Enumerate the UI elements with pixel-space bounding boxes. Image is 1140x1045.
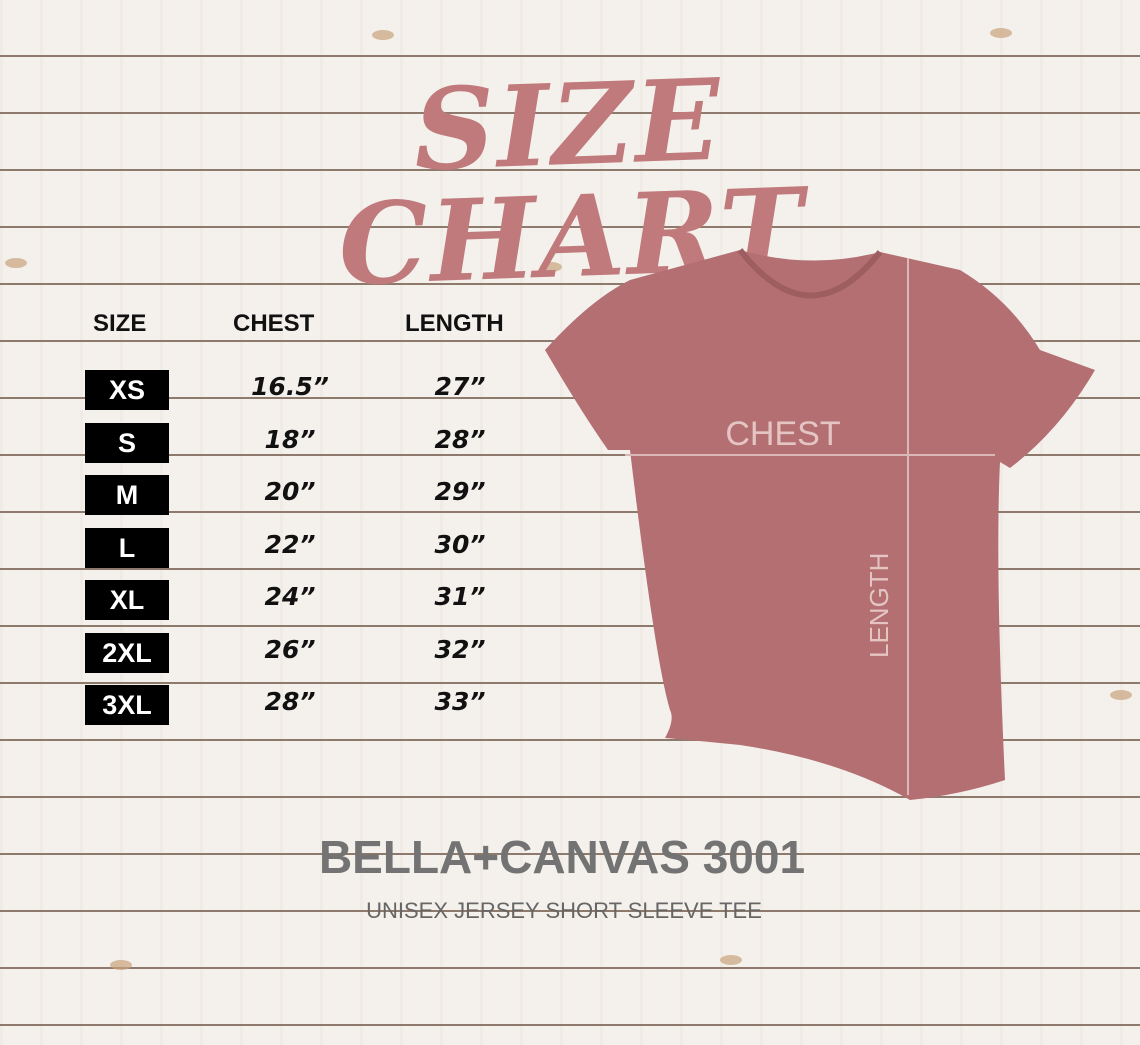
table-row: L 22” 30” <box>85 527 545 568</box>
wood-knot <box>540 262 562 272</box>
chest-value: 24” <box>264 582 316 611</box>
tshirt-diagram: CHEST LENGTH <box>545 248 1095 800</box>
wood-knot <box>110 960 132 970</box>
size-badge: M <box>85 475 169 515</box>
table-row: S 18” 28” <box>85 422 545 463</box>
table-row: M 20” 29” <box>85 475 545 515</box>
wood-knot <box>1110 690 1132 700</box>
size-badge: L <box>85 527 169 568</box>
size-badge: 3XL <box>85 685 169 725</box>
length-label: LENGTH <box>864 553 894 658</box>
table-row: XL 24” 31” <box>85 580 545 620</box>
size-badge: XL <box>85 580 169 620</box>
length-value: 28” <box>434 424 486 454</box>
table-row: 3XL 28” 33” <box>85 685 545 725</box>
chest-value: 28” <box>264 687 316 716</box>
header-size: SIZE <box>93 310 147 337</box>
tshirt-shape <box>545 250 1095 800</box>
brand-name: BELLA+CANVAS 3001 <box>318 831 806 883</box>
table-row: XS 16.5” 27” <box>85 370 545 410</box>
length-value: 27” <box>434 372 486 401</box>
header-length: LENGTH <box>405 310 504 337</box>
wood-knot <box>720 955 742 965</box>
wood-knot <box>990 28 1012 38</box>
wood-knot <box>5 258 27 268</box>
size-badge: 2XL <box>85 632 169 673</box>
length-value: 30” <box>434 529 486 559</box>
size-badge: S <box>85 422 169 463</box>
chest-label: CHEST <box>725 415 840 453</box>
size-badge: XS <box>85 370 169 410</box>
product-subtitle: UNISEX JERSEY SHORT SLEEVE TEE <box>366 898 762 923</box>
chest-value: 22” <box>264 529 316 559</box>
length-value: 33” <box>434 687 486 716</box>
header-chest: CHEST <box>233 310 315 337</box>
chest-value: 20” <box>264 477 316 506</box>
table-row: 2XL 26” 32” <box>85 632 545 673</box>
wood-knot <box>372 30 394 40</box>
length-value: 32” <box>434 634 486 664</box>
chest-value: 26” <box>264 634 316 664</box>
chest-value: 18” <box>264 424 316 454</box>
length-value: 29” <box>434 477 486 506</box>
chest-value: 16.5” <box>251 372 329 401</box>
length-value: 31” <box>434 582 486 611</box>
